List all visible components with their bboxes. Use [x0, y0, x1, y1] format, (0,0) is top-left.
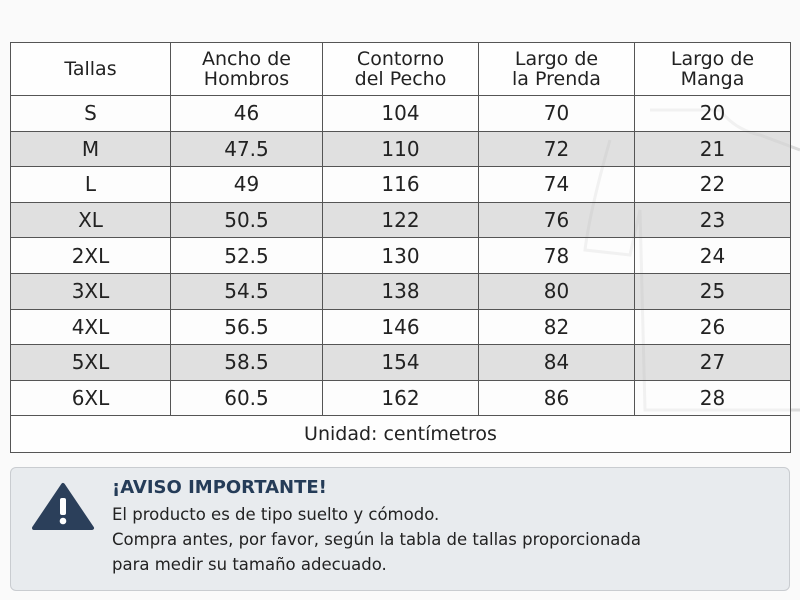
- table-row: S 46 104 70 20: [10, 95, 791, 132]
- cell: 23: [634, 201, 791, 239]
- unit-note: Unidad: centímetros: [10, 415, 791, 454]
- notice-title: ¡AVISO IMPORTANTE!: [112, 477, 327, 498]
- cell: 46: [170, 95, 323, 132]
- size-table: Tallas Ancho de Hombros Contorno del Pecho La…: [10, 42, 791, 454]
- cell: 25: [634, 272, 791, 310]
- footer-row: Unidad: centímetros: [10, 415, 791, 454]
- header-line: Contorno: [356, 48, 445, 70]
- cell: 84: [478, 344, 635, 381]
- cell: 22: [634, 166, 791, 203]
- notice-text: El producto es de tipo suelto y cómodo. C…: [112, 502, 641, 577]
- header-row: Tallas Ancho de Hombros Contorno del Pecho La…: [10, 42, 791, 96]
- size-cell: 5XL: [10, 344, 171, 381]
- cell: 130: [322, 237, 479, 274]
- cell: 56.5: [170, 308, 323, 346]
- column-header: Contorno del Pecho: [322, 42, 479, 96]
- notice-line: El producto es de tipo suelto y cómodo.: [112, 505, 440, 524]
- warning-icon: [32, 483, 94, 530]
- cell: 70: [478, 95, 635, 132]
- size-cell: 2XL: [10, 237, 171, 274]
- cell: 86: [478, 379, 635, 417]
- cell: 60.5: [170, 379, 323, 417]
- table-body: S 46 104 70 20 M 47.5 110 72 21 L 49 116 74 22 XL 50.5 12…: [10, 95, 791, 454]
- header-line: Largo de: [514, 48, 599, 70]
- size-cell: L: [10, 166, 171, 203]
- notice-line: Compra antes, por favor, según la tabla …: [112, 530, 641, 549]
- cell: 138: [322, 272, 479, 310]
- notice-line: para medir su tamaño adecuado.: [112, 555, 387, 574]
- table-row: 3XL 54.5 138 80 25: [10, 272, 791, 310]
- column-header: Ancho de Hombros: [170, 42, 323, 96]
- cell: 82: [478, 308, 635, 346]
- cell: 20: [634, 95, 791, 132]
- cell: 122: [322, 201, 479, 239]
- cell: 154: [322, 344, 479, 381]
- column-header: Tallas: [10, 42, 171, 96]
- cell: 21: [634, 130, 791, 168]
- cell: 162: [322, 379, 479, 417]
- header-line: Hombros: [203, 68, 290, 90]
- size-cell: S: [10, 95, 171, 132]
- header-line: Manga: [680, 68, 745, 90]
- cell: 49: [170, 166, 323, 203]
- header-line: del Pecho: [354, 68, 447, 90]
- cell: 27: [634, 344, 791, 381]
- cell: 146: [322, 308, 479, 346]
- table-row: XL 50.5 122 76 23: [10, 201, 791, 239]
- cell: 58.5: [170, 344, 323, 381]
- cell: 74: [478, 166, 635, 203]
- cell: 26: [634, 308, 791, 346]
- header-line: Ancho de: [202, 48, 291, 70]
- size-cell: 4XL: [10, 308, 171, 346]
- column-header: Largo de Manga: [634, 42, 791, 96]
- table-row: 4XL 56.5 146 82 26: [10, 308, 791, 346]
- cell: 76: [478, 201, 635, 239]
- cell: 104: [322, 95, 479, 132]
- cell: 28: [634, 379, 791, 417]
- table-row: L 49 116 74 22: [10, 166, 791, 203]
- cell: 50.5: [170, 201, 323, 239]
- column-header: Largo de la Prenda: [478, 42, 635, 96]
- cell: 24: [634, 237, 791, 274]
- cell: 47.5: [170, 130, 323, 168]
- cell: 116: [322, 166, 479, 203]
- cell: 54.5: [170, 272, 323, 310]
- cell: 72: [478, 130, 635, 168]
- cell: 80: [478, 272, 635, 310]
- cell: 78: [478, 237, 635, 274]
- table-row: M 47.5 110 72 21: [10, 130, 791, 168]
- table-row: 6XL 60.5 162 86 28: [10, 379, 791, 417]
- header-line: Tallas: [64, 58, 117, 80]
- cell: 110: [322, 130, 479, 168]
- size-cell: XL: [10, 201, 171, 239]
- size-cell: 3XL: [10, 272, 171, 310]
- size-cell: M: [10, 130, 171, 168]
- header-line: la Prenda: [512, 68, 601, 90]
- notice-box: ¡AVISO IMPORTANTE! El producto es de tip…: [10, 467, 790, 591]
- table-row: 2XL 52.5 130 78 24: [10, 237, 791, 274]
- table-row: 5XL 58.5 154 84 27: [10, 344, 791, 381]
- header-line: Largo de: [670, 48, 755, 70]
- cell: 52.5: [170, 237, 323, 274]
- size-cell: 6XL: [10, 379, 171, 417]
